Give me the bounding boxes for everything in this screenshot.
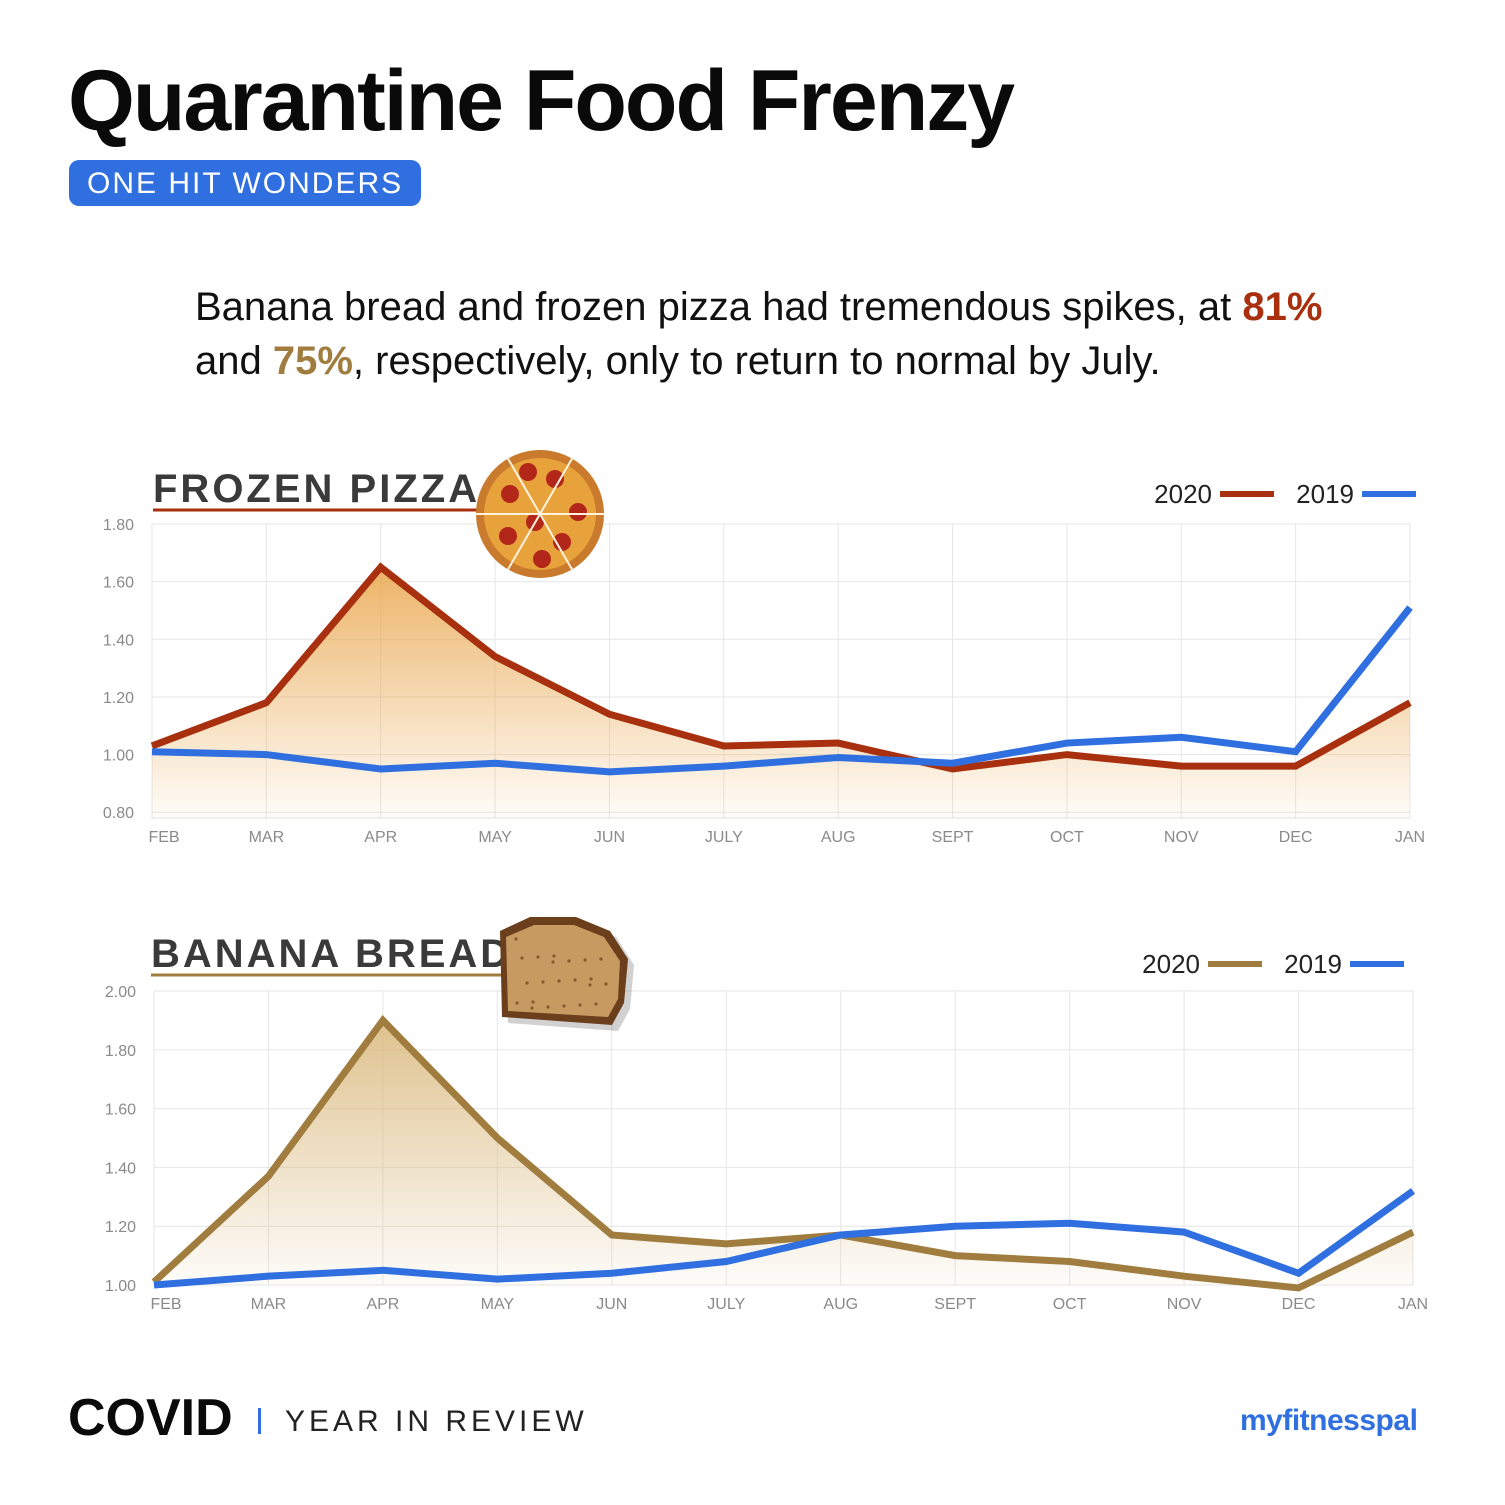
y-tick-label: 2.00	[105, 984, 136, 1001]
x-tick-label: JULY	[707, 1296, 745, 1313]
x-tick-label: DEC	[1282, 1296, 1316, 1313]
bread-speck	[604, 982, 608, 986]
bread-speck	[552, 954, 556, 958]
footer-covid: COVID	[68, 1389, 233, 1447]
x-tick-label: MAY	[481, 1296, 515, 1313]
x-tick-label: JAN	[1398, 1296, 1428, 1313]
lede-pct-bread: 75%	[272, 339, 353, 383]
footer-subtitle: YEAR IN REVIEW	[285, 1405, 588, 1438]
y-tick-label: 1.80	[105, 1043, 136, 1060]
brand-logo: myfitnesspal	[1240, 1404, 1418, 1437]
y-tick-label: 1.80	[103, 517, 134, 534]
section-badge: ONE HIT WONDERS	[69, 160, 422, 206]
bread-speck	[578, 1003, 582, 1007]
bread-speck	[594, 1002, 598, 1006]
page-title: Quarantine Food Frenzy	[68, 53, 1015, 149]
x-tick-label: FEB	[148, 829, 179, 846]
x-tick-label: JUN	[596, 1296, 627, 1313]
bread-speck	[562, 1004, 566, 1008]
bread-speck	[546, 1005, 550, 1009]
series-2020-line	[151, 1014, 1415, 1292]
bread-speck	[551, 960, 555, 964]
lede-part-2: and	[195, 339, 273, 383]
y-tick-label: 1.60	[105, 1102, 136, 1119]
x-tick-label: OCT	[1053, 1296, 1087, 1313]
x-tick-label: DEC	[1279, 829, 1313, 846]
x-tick-label: MAY	[478, 829, 512, 846]
x-tick-label: MAR	[251, 1296, 287, 1313]
x-tick-label: NOV	[1164, 829, 1199, 846]
x-tick-label: NOV	[1167, 1296, 1202, 1313]
pizza-slice-cut	[507, 513, 541, 570]
bread-speck	[557, 979, 561, 983]
pizza-slice-cut	[507, 458, 541, 515]
pizza-slice-cut	[539, 513, 573, 570]
pizza-pepperoni	[499, 527, 517, 545]
x-tick-label: FEB	[150, 1296, 181, 1313]
banana-bread-chart: 2.00 1.80 1.60 1.40 1.20 1.00 FEB MAR APR MAY JUN J…	[105, 917, 1428, 1313]
x-tick-label: OCT	[1050, 829, 1084, 846]
banana-bread-icon	[500, 917, 634, 1031]
y-tick-label: 1.00	[105, 1278, 136, 1295]
bread-speck	[536, 955, 540, 959]
x-tick-label: AUG	[823, 1296, 858, 1313]
lede-part-1: Banana bread and frozen pizza had tremen…	[195, 285, 1243, 329]
pizza-icon	[476, 450, 604, 578]
pizza-pepperoni	[546, 470, 564, 488]
legend-label-2019: 2019	[1284, 949, 1342, 979]
footer-divider	[258, 1408, 261, 1434]
series-2020-area	[152, 567, 1410, 818]
lede-pct-pizza: 81%	[1242, 285, 1323, 329]
x-tick-label: AUG	[821, 829, 856, 846]
series-2020-line	[150, 562, 1412, 773]
legend-label-2019: 2019	[1296, 479, 1354, 509]
pizza-pepperoni	[501, 485, 519, 503]
bread-crumb	[506, 925, 620, 1017]
legend-label-2020: 2020	[1154, 479, 1212, 509]
bread-speck	[520, 956, 524, 960]
y-tick-label: 1.00	[103, 748, 134, 765]
bread-speck	[588, 983, 592, 987]
bread-speck	[573, 978, 577, 982]
x-tick-label: JULY	[705, 829, 743, 846]
y-tick-label: 1.20	[105, 1219, 136, 1236]
x-tick-label: APR	[364, 829, 397, 846]
x-tick-label: APR	[366, 1296, 399, 1313]
y-tick-label: 0.80	[103, 805, 134, 822]
frozen-pizza-chart: 1.80 1.60 1.40 1.20 1.00 0.80 FEB MAR APR MAY JUN J…	[103, 450, 1425, 846]
bread-speck	[567, 959, 571, 963]
x-tick-label: JUN	[594, 829, 625, 846]
y-tick-label: 1.60	[103, 575, 134, 592]
bread-speck	[515, 1001, 519, 1005]
bread-speck	[599, 957, 603, 961]
series-2019-line	[151, 605, 1413, 776]
bread-speck	[514, 937, 518, 941]
y-tick-label: 1.20	[103, 690, 134, 707]
pizza-pepperoni	[533, 550, 551, 568]
pizza-pepperoni	[519, 463, 537, 481]
chart-title: FROZEN PIZZA	[153, 467, 480, 511]
bread-speck	[589, 977, 593, 981]
chart-title: BANANA BREAD	[151, 932, 512, 976]
bread-speck	[541, 980, 545, 984]
bread-speck	[531, 1000, 535, 1004]
x-tick-label: SEPT	[932, 829, 974, 846]
lede-text: Banana bread and frozen pizza had tremen…	[195, 280, 1375, 388]
y-tick-label: 1.40	[105, 1160, 136, 1177]
bread-speck	[583, 958, 587, 962]
pizza-slice-cut	[539, 458, 573, 515]
pizza-pepperoni	[553, 533, 571, 551]
legend-label-2020: 2020	[1142, 949, 1200, 979]
bread-speck	[530, 1006, 534, 1010]
pizza-pepperoni	[569, 503, 587, 521]
lede-part-3: , respectively, only to return to normal…	[352, 339, 1161, 383]
bread-speck	[525, 981, 529, 985]
y-tick-label: 1.40	[103, 632, 134, 649]
series-2020-area	[154, 1020, 1413, 1288]
x-tick-label: SEPT	[934, 1296, 976, 1313]
x-tick-label: JAN	[1395, 829, 1425, 846]
x-tick-label: MAR	[249, 829, 285, 846]
series-2019-line	[153, 1188, 1416, 1289]
